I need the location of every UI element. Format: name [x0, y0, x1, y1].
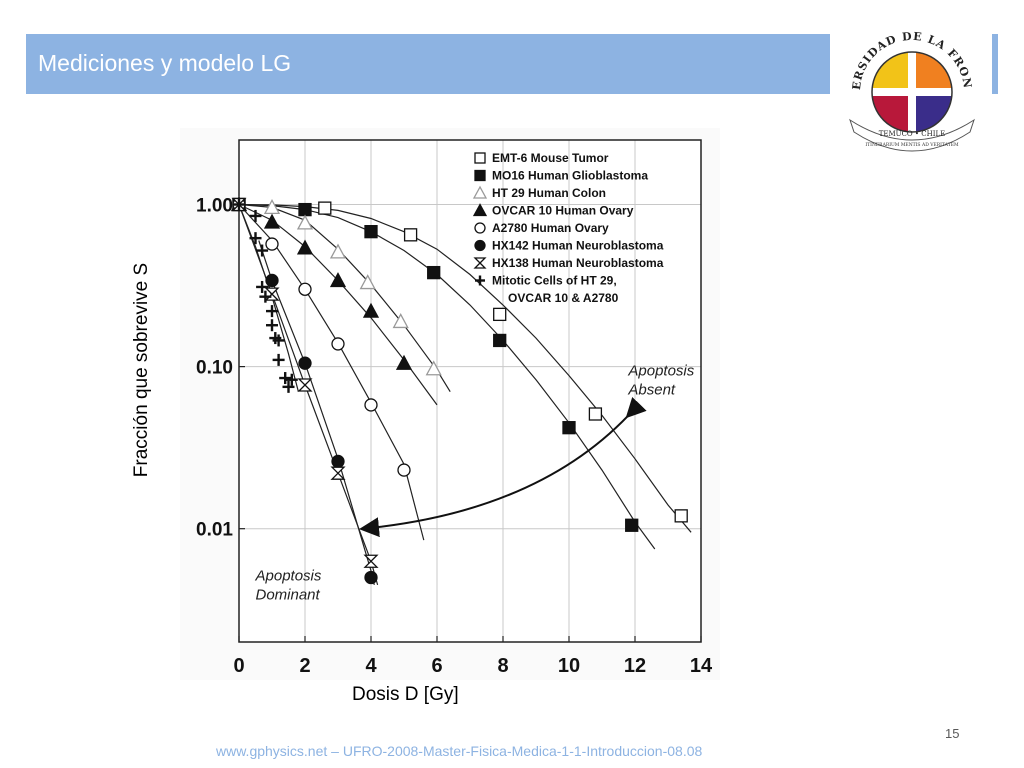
data-point: [493, 333, 507, 348]
x-tick-label: 14: [690, 655, 713, 677]
x-tick-label: 4: [365, 655, 377, 677]
plot-area: [239, 140, 701, 642]
data-point: [493, 307, 507, 322]
x-tick-label: 0: [233, 655, 244, 677]
data-point: [364, 398, 378, 412]
data-point: [364, 225, 378, 239]
data-point: [265, 237, 279, 251]
legend-marker: [472, 185, 488, 199]
data-point: [279, 372, 292, 385]
legend-label: OVCAR 10 & A2780: [508, 291, 619, 305]
data-point: [285, 373, 298, 386]
legend-label: HT 29 Human Colon: [492, 186, 606, 200]
data-point: [359, 274, 376, 290]
data-point: [263, 213, 281, 229]
data-point: [296, 214, 314, 230]
data-point: [362, 302, 380, 318]
legend-marker: [474, 169, 486, 182]
data-point: [298, 202, 312, 217]
x-tick-label: 8: [497, 655, 508, 677]
legend-label: EMT-6 Mouse Tumor: [492, 151, 609, 165]
data-point: [233, 198, 245, 211]
data-point: [364, 570, 378, 585]
annotation-line: Dominant: [256, 586, 321, 603]
title-bar-accent: [990, 34, 998, 94]
annotation-line: Apoptosis: [627, 363, 694, 380]
page-number: 15: [945, 726, 960, 741]
x-tick-label: 10: [558, 655, 580, 677]
annotation-line: Apoptosis: [255, 567, 322, 584]
university-logo: UNIVERSIDAD DE LA FRONTERA TEMUCO • CHIL…: [832, 20, 992, 160]
annotation-text: Apoptosis Dominant: [255, 567, 322, 603]
legend-marker: [474, 152, 486, 164]
data-point: [588, 407, 603, 421]
data-point: [331, 454, 345, 469]
plot-border: [238, 139, 702, 643]
x-tick-label: 2: [299, 655, 310, 677]
data-point: [403, 228, 418, 242]
annotation-line: Absent: [627, 382, 676, 399]
legend-marker: [475, 275, 485, 286]
legend-label: OVCAR 10 Human Ovary: [492, 204, 634, 218]
y-tick-label: 1.00: [196, 196, 233, 217]
data-point: [397, 463, 411, 477]
data-point: [266, 305, 278, 318]
data-point: [256, 280, 269, 293]
data-point: [395, 354, 413, 370]
y-tick-label: 0.01: [196, 520, 233, 541]
data-point: [625, 518, 639, 532]
data-point: [330, 466, 346, 480]
data-point: [427, 265, 441, 280]
data-point: [256, 244, 269, 257]
data-point: [562, 421, 576, 435]
data-point: [329, 243, 347, 259]
data-point: [297, 378, 313, 392]
legend-marker: [474, 222, 486, 234]
legend-marker: [472, 203, 488, 217]
annotation-text: Apoptosis Absent: [627, 363, 694, 399]
x-axis-label: Dosis D [Gy]: [352, 684, 459, 705]
data-point: [265, 273, 279, 288]
y-tick-label: 0.10: [196, 358, 233, 379]
x-tick-label: 12: [624, 655, 646, 677]
data-point: [318, 201, 332, 215]
data-point: [282, 380, 295, 393]
data-point: [674, 509, 688, 523]
legend-marker: [473, 257, 487, 269]
apoptosis-arrow: [359, 396, 647, 538]
data-point: [259, 290, 272, 303]
data-point: [363, 554, 379, 568]
data-point: [298, 356, 312, 370]
legend-label: HX138 Human Neuroblastoma: [492, 256, 664, 270]
data-point: [272, 353, 285, 366]
data-point: [266, 319, 278, 332]
slide-title: Mediciones y modelo LG: [38, 50, 292, 76]
legend-label: Mitotic Cells of HT 29,: [492, 274, 617, 288]
data-point: [392, 313, 409, 329]
title-bar: [26, 34, 830, 94]
data-point: [298, 282, 312, 296]
legend-label: HX142 Human Neuroblastoma: [492, 239, 664, 253]
logo-bottom-text: TEMUCO • CHILE: [879, 130, 946, 138]
data-point: [296, 239, 314, 255]
data-point: [249, 232, 262, 245]
logo-motto: ITINERARIUM MENTIS AD VERITATEM: [865, 142, 959, 148]
y-axis-label: Fracción que sobrevive S: [131, 262, 152, 478]
legend-marker: [474, 239, 486, 252]
data-point: [329, 272, 347, 288]
legend: EMT-6 Mouse Tumor MO16 Human Glioblastoma…: [472, 151, 664, 305]
data-point: [272, 334, 285, 347]
footer-text: www.gphysics.net – UFRO-2008-Master-Fisi…: [216, 743, 703, 759]
data-point: [249, 209, 262, 222]
data-point: [331, 337, 345, 351]
data-point: [263, 199, 281, 215]
x-tick-label: 6: [431, 655, 442, 677]
legend-label: MO16 Human Glioblastoma: [492, 169, 648, 183]
legend-label: A2780 Human Ovary: [492, 221, 609, 235]
data-point: [425, 360, 442, 376]
